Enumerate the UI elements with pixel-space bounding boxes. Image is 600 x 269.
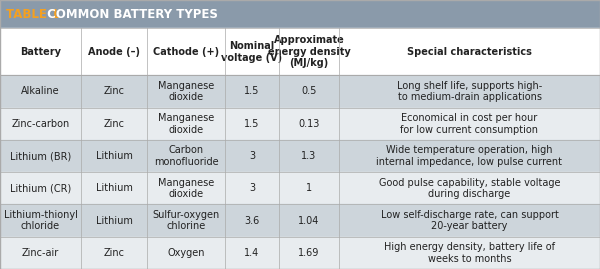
Bar <box>0 140 600 172</box>
Text: Manganese
dioxide: Manganese dioxide <box>158 81 214 102</box>
Text: 1.4: 1.4 <box>244 248 260 258</box>
Text: 1.5: 1.5 <box>244 119 260 129</box>
Text: Zinc: Zinc <box>104 119 125 129</box>
Text: Manganese
dioxide: Manganese dioxide <box>158 113 214 134</box>
Text: Sulfur-oxygen
chlorine: Sulfur-oxygen chlorine <box>152 210 220 231</box>
Text: Good pulse capability, stable voltage
during discharge: Good pulse capability, stable voltage du… <box>379 178 560 199</box>
Text: High energy density, battery life of
weeks to months: High energy density, battery life of wee… <box>384 242 555 264</box>
Text: Lithium: Lithium <box>95 151 133 161</box>
Text: Zinc: Zinc <box>104 86 125 97</box>
Text: 0.5: 0.5 <box>301 86 317 97</box>
Text: 3: 3 <box>249 183 255 193</box>
Text: Zinc-air: Zinc-air <box>22 248 59 258</box>
Text: Battery: Battery <box>20 47 61 57</box>
Text: TABLE 1: TABLE 1 <box>6 8 59 21</box>
Text: Cathode (+): Cathode (+) <box>153 47 219 57</box>
Text: Economical in cost per hour
for low current consumption: Economical in cost per hour for low curr… <box>401 113 539 134</box>
Bar <box>0 172 600 204</box>
Text: COMMON BATTERY TYPES: COMMON BATTERY TYPES <box>43 8 218 21</box>
Text: Wide temperature operation, high
internal impedance, low pulse current: Wide temperature operation, high interna… <box>377 145 563 167</box>
Bar <box>0 28 600 75</box>
Text: 1.3: 1.3 <box>301 151 317 161</box>
Text: 1: 1 <box>306 183 312 193</box>
Text: 0.13: 0.13 <box>298 119 320 129</box>
Text: Nominal
voltage (V): Nominal voltage (V) <box>221 41 283 63</box>
Text: Manganese
dioxide: Manganese dioxide <box>158 178 214 199</box>
Text: Lithium-thionyl
chloride: Lithium-thionyl chloride <box>4 210 77 231</box>
Bar <box>0 237 600 269</box>
Text: Zinc-carbon: Zinc-carbon <box>11 119 70 129</box>
Text: 3.6: 3.6 <box>244 215 260 226</box>
Text: Lithium (CR): Lithium (CR) <box>10 183 71 193</box>
Text: Anode (–): Anode (–) <box>88 47 140 57</box>
Text: Lithium (BR): Lithium (BR) <box>10 151 71 161</box>
Text: Zinc: Zinc <box>104 248 125 258</box>
Text: Special characteristics: Special characteristics <box>407 47 532 57</box>
Text: Long shelf life, supports high-
to medium-drain applications: Long shelf life, supports high- to mediu… <box>397 81 542 102</box>
Bar <box>0 108 600 140</box>
Text: Alkaline: Alkaline <box>21 86 60 97</box>
Bar <box>0 204 600 237</box>
Text: 3: 3 <box>249 151 255 161</box>
Text: Lithium: Lithium <box>95 183 133 193</box>
Text: Low self-discharge rate, can support
20-year battery: Low self-discharge rate, can support 20-… <box>380 210 559 231</box>
Text: Lithium: Lithium <box>95 215 133 226</box>
Text: Approximate
energy density
(MJ/kg): Approximate energy density (MJ/kg) <box>268 35 350 68</box>
Text: 1.5: 1.5 <box>244 86 260 97</box>
Text: Carbon
monofluoride: Carbon monofluoride <box>154 145 218 167</box>
Text: 1.69: 1.69 <box>298 248 320 258</box>
Text: 1.04: 1.04 <box>298 215 320 226</box>
Bar <box>0 75 600 108</box>
Bar <box>0 0 600 28</box>
Text: Oxygen: Oxygen <box>167 248 205 258</box>
